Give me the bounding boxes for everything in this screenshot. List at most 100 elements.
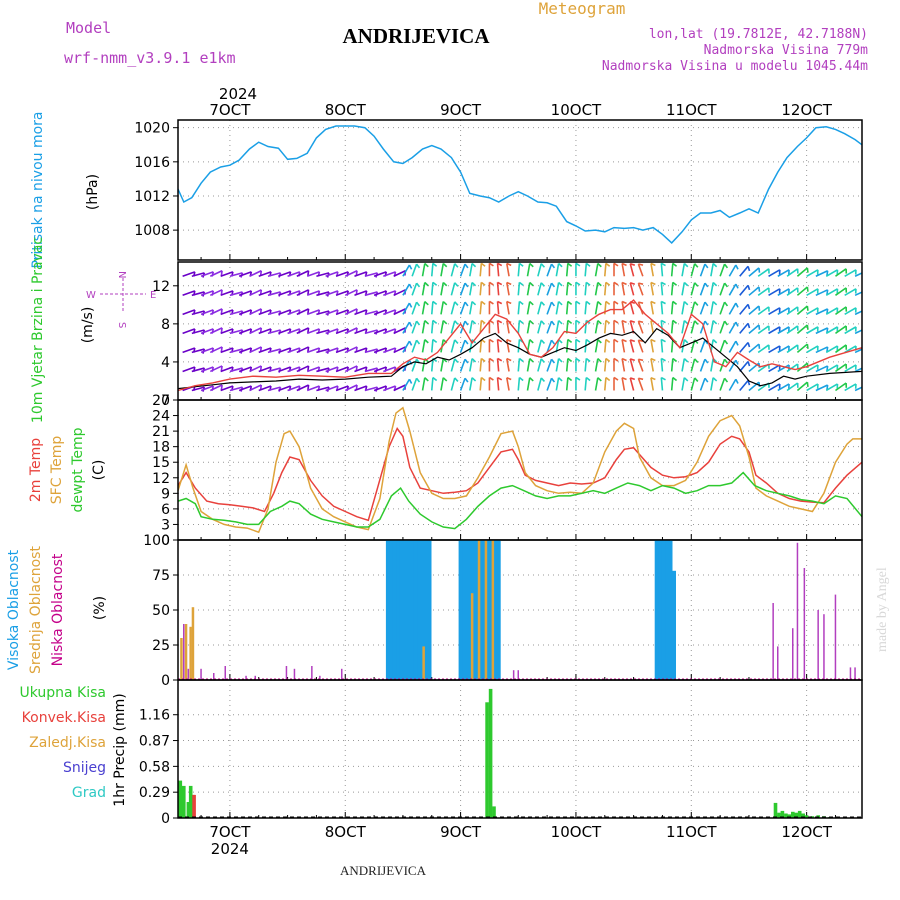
wind-barb [479,377,483,391]
wind-barb-head [558,281,563,287]
wind-barb-head [747,342,751,348]
header: Model wrf-nmm_v3.9.1 e1km ANDRIJEVICA Me… [64,0,868,103]
wind-barb-head [471,319,477,325]
wind-barb [757,287,770,296]
wind-barb [267,310,281,316]
wind-barb-head [488,357,494,362]
left-labels: Pritisak na nivou mora (hPa) 10m Vjetar Br… [6,111,128,806]
wind-barb [806,345,819,354]
wind-barb [546,339,553,353]
wind-barb [710,320,714,334]
wind-barb [517,301,521,315]
wind-barb [479,320,483,334]
wind-barb [430,339,434,353]
wind-barb-head [712,319,718,325]
wind-barb-head [307,289,310,295]
wind-barb [719,282,726,296]
wind-barb [421,263,426,277]
precip-legend-1: Konvek.Kisa [22,710,106,726]
wind-barb [496,358,500,372]
wind-barb-head [424,377,429,382]
wind-barb-head [464,282,469,288]
wind-barb-head [585,376,591,382]
wind-barb [440,301,445,315]
wind-barb-head [497,281,503,286]
wind-barb [402,264,411,277]
cloud-bar-high [417,540,422,680]
wind-barb-head [307,384,310,390]
series-line-wind-gust [177,299,863,392]
wind-barb [191,291,205,297]
wind-barb-head [630,320,636,324]
wind-barb [777,307,790,316]
wind-barb [786,344,799,354]
wind-barb [710,377,714,391]
wind-barb [748,267,760,277]
wind-barb-head [415,301,421,307]
wind-barb [325,385,339,392]
wind-barb-head [704,301,709,307]
precip-bar-total [801,813,805,818]
wind-barb [191,386,205,392]
ytick-label-pressure: 1020 [134,121,170,137]
cloud-bar-high [472,540,477,680]
cloud-bar-low [224,666,226,680]
wind-barb [650,320,655,334]
precip-bar-total [784,813,788,818]
wind-barb [815,346,828,354]
wind-barb-head [694,339,699,344]
wind-barb [191,329,205,335]
wind-barb [757,325,770,335]
wind-barb [690,282,696,296]
cloud-bar-high [661,540,666,680]
wind-barb-head [613,281,619,286]
wind-barb [200,347,214,354]
wind-barb [296,327,309,335]
wind-barb [854,310,862,316]
wind-barb [621,377,626,391]
wind-barb [287,347,301,354]
wind-barb [249,346,262,354]
cloud-bar-high [392,540,397,680]
cloud-bar-mid [184,624,188,680]
wind-barb [191,348,205,354]
wind-barb-head [712,339,718,344]
wind-barb [191,272,205,278]
wind-barb-head [660,376,666,381]
wind-barb [806,307,819,316]
wind-barb [479,358,483,372]
wind-barb [402,378,411,391]
wind-barb [229,310,243,316]
wind-barb-head [672,357,678,363]
wind-barb [335,385,349,392]
cloud-bar-low [254,675,256,680]
ytick-label-temperature: 9 [161,486,170,502]
wind-barb [430,282,434,296]
wind-barb-head [672,319,678,324]
cloud-bar-high [413,540,418,680]
wind-barb [650,301,655,315]
cloud-bar-mid [180,638,183,680]
wind-barb-head [518,319,524,324]
wind-barb-head [735,264,739,270]
wind-barb [815,327,828,335]
wind-barb-head [638,282,644,285]
wind-barb [209,346,223,354]
wind-barb [594,282,599,296]
wind-barb [373,290,387,297]
wind-barb-head [605,281,611,286]
cloud-bar-low [777,646,779,680]
wind-barb [383,347,396,354]
wind-barb [393,327,406,335]
wind-barb-head [597,377,602,382]
wind-barb-head [758,382,761,387]
wind-barb-head [518,376,524,382]
wind-barb [440,282,445,296]
wind-barb [421,282,426,296]
cloud-bar-low [517,670,519,680]
wind-barb-head [518,357,524,363]
wind-barb [806,288,819,297]
cloud-bar-low [817,610,819,680]
wind-barb [594,377,599,391]
